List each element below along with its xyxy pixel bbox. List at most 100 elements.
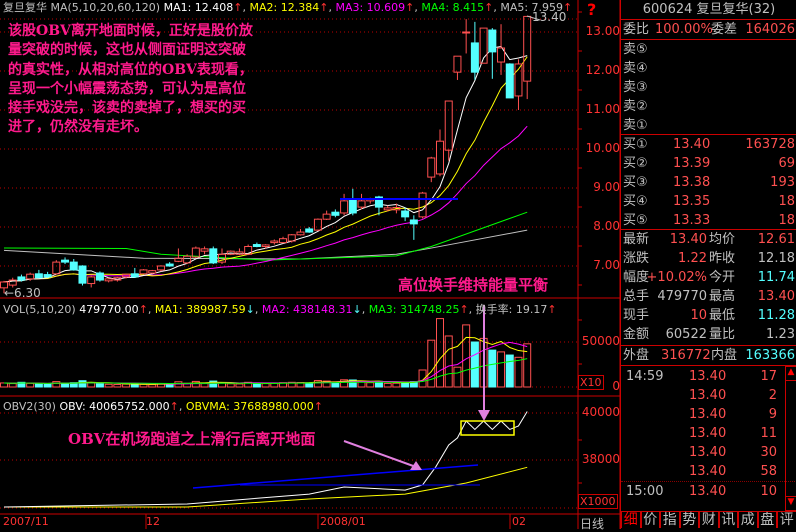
stat-row: 金额 60522 量比 1.23 [621, 325, 796, 344]
outer-inner-row: 外盘 316772 内盘 163366 [621, 346, 796, 365]
up-arrow-icon: ↑ [313, 400, 324, 413]
stat-label: 现手 [623, 308, 650, 323]
outer-label: 外盘 [623, 348, 650, 363]
candle [8, 279, 17, 286]
sell-row[interactable]: 卖② [621, 97, 796, 116]
buy-row[interactable]: 买④ 13.35 18 [621, 192, 796, 211]
candle [52, 261, 61, 275]
sell-row[interactable]: 卖④ [621, 59, 796, 78]
ma60-line [3, 211, 528, 261]
volume-bar [8, 383, 17, 388]
vol-axis-zero: 0 [612, 379, 620, 393]
stat-label: 幅度 [623, 270, 650, 285]
volume-bar [462, 324, 471, 388]
vol-ma5-line [3, 336, 528, 385]
note-line: 量突破的时候，这也从侧面证明这突破 [8, 42, 246, 59]
candle [183, 255, 192, 264]
volume-bar [87, 382, 96, 388]
buy-label: 买① [623, 137, 648, 152]
tick-volume: 17 [760, 369, 777, 384]
period-selector[interactable]: 日线 [580, 517, 605, 531]
sell-row[interactable]: 卖③ [621, 78, 796, 97]
buy-row[interactable]: 买③ 13.38 193 [621, 173, 796, 192]
price-axis-label: 11.00 [585, 102, 620, 116]
volume-bar [348, 379, 357, 388]
stat-row: 总手 479770 最高 13.40 [621, 287, 796, 306]
buy-row[interactable]: 买① 13.40 163728 [621, 135, 796, 154]
panel-tab[interactable]: 讯 [718, 511, 738, 528]
candle [174, 257, 183, 262]
candle [34, 273, 43, 279]
balance-note: 高位换手维持能量平衡 [398, 276, 549, 294]
date-label: 12 [146, 515, 160, 528]
scroll-up-icon[interactable]: ▲ [786, 367, 796, 381]
buy-volume: 69 [778, 156, 795, 171]
help-icon[interactable]: ? [587, 0, 597, 19]
candle [436, 140, 444, 175]
chart-canvas[interactable] [0, 0, 620, 529]
tick-price: 13.40 [689, 426, 727, 441]
tick-volume: 58 [760, 464, 777, 479]
vol-ma1: MA1: 389987.59 [154, 303, 246, 316]
weicha-label: 委差 [711, 22, 738, 37]
panel-tab[interactable]: 势 [679, 511, 699, 528]
volume-bar [95, 382, 104, 388]
candle [95, 272, 104, 281]
ma-params: MA(5,10,20,60,120) [50, 1, 161, 14]
volume-bar [43, 383, 52, 388]
candle [453, 55, 462, 73]
candle [418, 192, 427, 218]
buy-price: 13.39 [673, 156, 711, 171]
stat-label: 金额 [623, 327, 650, 342]
candle [497, 47, 506, 63]
consolidation-box [460, 420, 515, 436]
up-arrow-icon: ↑ [459, 303, 469, 316]
stat-label: 涨跌 [623, 251, 650, 266]
candle [122, 273, 131, 278]
tick-price: 13.40 [689, 369, 727, 384]
buy-row[interactable]: 买⑤ 13.33 18 [621, 211, 796, 230]
candle [17, 276, 26, 281]
buy-row[interactable]: 买② 13.39 69 [621, 154, 796, 173]
tick-price: 13.40 [689, 484, 727, 499]
stat-value: +10.02% [646, 270, 707, 285]
vol-ma3: MA3: 314748.25 [368, 303, 460, 316]
scroll-down-icon[interactable]: ▼ [786, 496, 796, 510]
ma20-line [3, 125, 528, 283]
panel-tab[interactable]: 价 [640, 511, 660, 528]
quote-title: 600624 复旦复华(32) [642, 2, 776, 17]
tick-volume: 9 [768, 407, 777, 422]
ma1-value: MA1: 12.408 [163, 1, 234, 14]
tick-price: 13.40 [689, 407, 727, 422]
stat-value: 479770 [657, 289, 707, 304]
sell-row[interactable]: 卖⑤ [621, 40, 796, 59]
panel-tab[interactable]: 细 [621, 511, 641, 528]
candle [287, 234, 296, 242]
tick-volume: 2 [768, 388, 777, 403]
obvma-value: OBVMA: 37688980.000 [185, 400, 314, 413]
panel-tab[interactable]: 评 [777, 511, 796, 528]
panel-tab[interactable]: 盘 [757, 511, 777, 528]
buy-volume: 18 [778, 194, 795, 209]
tick-scrollbar[interactable]: ▲ ▼ [785, 366, 796, 511]
candle [69, 261, 78, 271]
panel-tab[interactable]: 财 [699, 511, 719, 528]
tick-volume: 10 [760, 484, 777, 499]
stat-label: 最高 [709, 289, 736, 304]
stat-label: 量比 [709, 327, 736, 342]
note-line: 接手戏没完，该卖的卖掉了，想买的买 [8, 100, 246, 117]
buy-volume: 163728 [745, 137, 795, 152]
panel-tab[interactable]: 成 [738, 511, 758, 528]
volume-bar [17, 381, 26, 388]
candle [374, 196, 383, 208]
stat-label: 均价 [709, 232, 736, 247]
sell-label: 卖② [623, 99, 648, 114]
volume-bar [148, 384, 157, 388]
volume-bar [497, 351, 506, 388]
volume-bar [436, 318, 444, 388]
candle [427, 157, 436, 178]
panel-tab[interactable]: 指 [660, 511, 680, 528]
sell-row[interactable]: 卖① [621, 116, 796, 135]
volume-bar [252, 382, 261, 388]
volume-bar [505, 354, 514, 388]
